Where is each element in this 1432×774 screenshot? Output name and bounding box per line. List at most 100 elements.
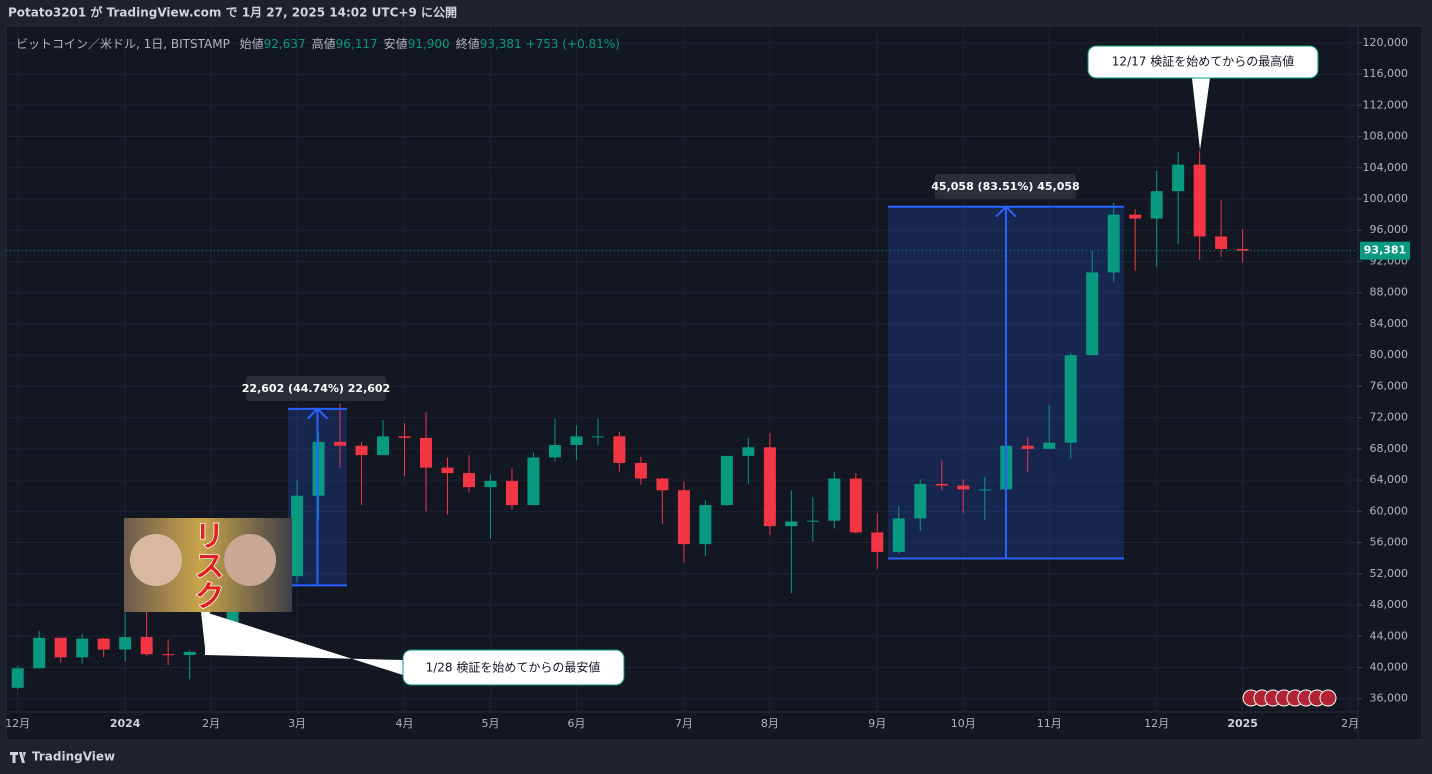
candle-body [978,489,991,491]
candle-body [806,520,819,522]
candle-body [871,532,884,552]
x-tick-label: 3月 [288,717,306,730]
x-tick-label: 9月 [868,717,886,730]
candle-body [527,457,540,506]
candle-body [1021,445,1034,449]
legend: ビットコイン／米ドル, 1日, BITSTAMP 始値92,637 高値96,11… [16,35,620,52]
measure-arrowhead [995,205,1017,218]
candle-body [183,651,196,655]
candle-body [162,654,175,656]
callout-pointer [201,612,210,648]
footer-brand: TradingView [32,750,115,764]
candle-body [828,478,841,521]
callout-pointer [205,612,403,675]
chart-panel [5,25,1423,741]
x-tick-label: 7月 [675,717,693,730]
x-tick-label: 8月 [761,717,779,730]
candle-body [398,436,411,438]
candle-body [1150,191,1163,219]
callout-pointer [1192,78,1210,150]
symbol: ビットコイン／米ドル, 1日, BITSTAMP [16,37,230,51]
callout-text: 1/28 検証を始めてからの最安値 [426,660,601,675]
candle-body [720,455,733,506]
candle-body [1107,214,1120,273]
measure-label: 22,602 (44.74%) 22,602 [242,382,390,395]
y-tick-label: 108,000 [1363,130,1409,143]
ohlc-value: 91,900 [407,37,450,51]
y-tick-label: 116,000 [1363,67,1409,80]
candle-body [140,637,153,655]
candle-body [742,447,755,456]
candle-body [11,668,24,688]
measure-label: 45,058 (83.51%) 45,058 [931,180,1079,193]
thumbnail-text: リスク [189,520,224,610]
x-tick-label: 12月 [1144,717,1169,730]
candle-body [591,436,604,438]
annotations: 22,602 (44.74%) 22,602 45,058 (83.51%) 45… [6,45,1410,707]
candle-body [54,637,67,658]
candle-body [957,485,970,490]
candle-body [1172,164,1185,192]
face [224,534,276,586]
ohlc-value: 96,117 [335,37,378,51]
candle-body [484,480,497,488]
x-tick-label: 12月 [5,717,30,730]
candle-body [462,473,475,488]
measure-arrowhead [306,407,329,420]
candle-body [677,490,690,545]
candle-body [1193,164,1206,237]
candle-body [785,521,798,527]
x-tick-label: 5月 [481,717,499,730]
ohlc-value: 92,637 [263,37,306,51]
candle-body [1236,248,1249,251]
candle-body [1129,214,1142,219]
last-price-label: 93,381 [1364,244,1406,257]
y-tick-label: 76,000 [1370,379,1409,392]
y-tick-label: 88,000 [1370,286,1409,299]
candle-body [763,447,776,527]
ohlc-label: 安値 [383,37,408,51]
candle-body [1043,442,1056,449]
candle-body [312,441,325,496]
candle-body [97,638,110,650]
top-bar [0,0,1432,26]
x-tick-label: 2025 [1227,717,1258,730]
x-tick-label: 4月 [396,717,414,730]
ohlc: 始値92,637 高値96,117 安値91,900 終値93,381 [234,37,522,51]
measure-label-box [246,376,386,401]
x-tick-label: 10月 [951,717,976,730]
candle-body [849,478,862,533]
y-tick-label: 96,000 [1370,223,1409,236]
y-tick-label: 56,000 [1370,536,1409,549]
y-tick-label: 48,000 [1370,598,1409,611]
y-tick-label: 84,000 [1370,317,1409,330]
last-price-box [1360,241,1410,260]
candle-body [505,480,518,506]
y-tick-label: 44,000 [1370,629,1409,642]
change: +753 (+0.81%) [525,37,620,51]
y-tick-label: 120,000 [1363,36,1409,49]
candle-body [914,484,927,519]
y-tick-label: 80,000 [1370,348,1409,361]
candle-body [355,445,368,456]
y-tick-label: 68,000 [1370,442,1409,455]
candle-body [420,437,433,468]
candle-body [76,638,89,658]
y-tick-label: 100,000 [1363,192,1409,205]
candle-body [613,436,626,463]
y-tick-label: 72,000 [1370,411,1409,424]
callout-box [402,649,625,686]
measure-label-box [935,174,1076,199]
y-tick-label: 64,000 [1370,473,1409,486]
candle-body [377,436,390,456]
callout-box [1087,45,1319,79]
y-tick-label: 36,000 [1370,692,1409,705]
callout-text: 12/17 検証を始めてからの最高値 [1112,54,1294,69]
candle-body [548,444,561,458]
candle-body [570,436,583,445]
candle-body [892,518,905,552]
face [130,534,182,586]
y-tick-label: 112,000 [1363,98,1409,111]
